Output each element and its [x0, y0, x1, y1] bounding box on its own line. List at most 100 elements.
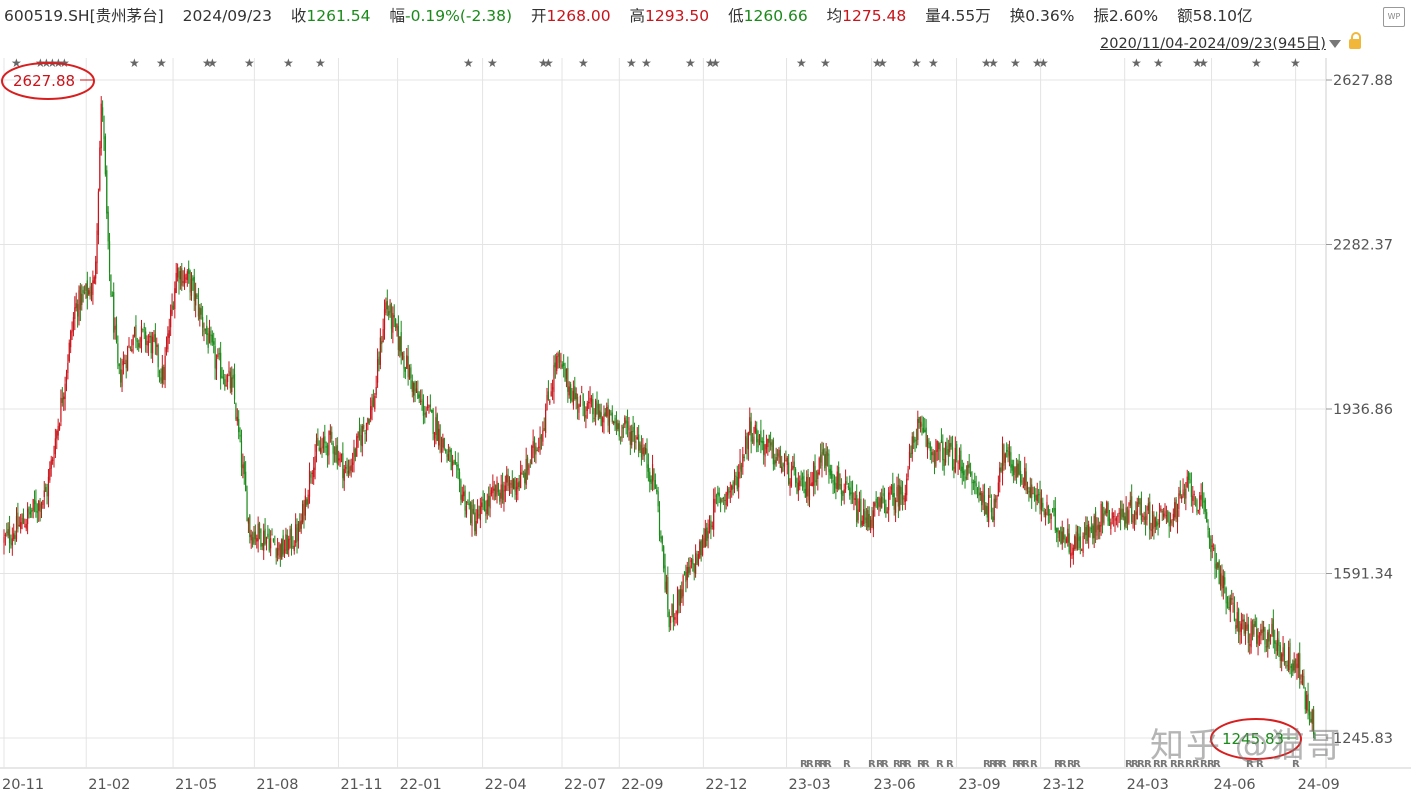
candle[interactable]	[1000, 462, 1002, 473]
candle[interactable]	[776, 449, 779, 461]
candle[interactable]	[1026, 481, 1029, 495]
candle[interactable]	[1171, 519, 1173, 527]
candle[interactable]	[29, 503, 31, 518]
candle[interactable]	[1236, 601, 1238, 632]
candle[interactable]	[549, 399, 551, 406]
candle[interactable]	[1029, 477, 1031, 499]
candle[interactable]	[297, 520, 300, 549]
candle[interactable]	[1006, 442, 1008, 458]
candle[interactable]	[975, 475, 977, 495]
candle[interactable]	[1229, 594, 1231, 623]
candle[interactable]	[267, 525, 269, 539]
star-icon[interactable]: ★	[641, 56, 652, 70]
candle[interactable]	[994, 494, 997, 509]
candle[interactable]	[3, 529, 5, 555]
candle[interactable]	[482, 490, 484, 511]
candle[interactable]	[89, 276, 91, 300]
candle[interactable]	[924, 417, 926, 433]
candle[interactable]	[1193, 490, 1195, 506]
candle[interactable]	[1176, 503, 1179, 534]
candle[interactable]	[149, 331, 151, 344]
candle[interactable]	[153, 330, 155, 343]
candle[interactable]	[1131, 484, 1133, 525]
candle[interactable]	[218, 347, 220, 361]
candle[interactable]	[614, 414, 616, 432]
candle[interactable]	[688, 557, 690, 578]
candle[interactable]	[483, 493, 486, 512]
candle[interactable]	[810, 471, 812, 486]
candle[interactable]	[833, 474, 836, 494]
candle[interactable]	[414, 380, 416, 403]
candle[interactable]	[1210, 535, 1212, 561]
candle[interactable]	[1117, 513, 1119, 528]
candle[interactable]	[235, 402, 237, 421]
candle[interactable]	[463, 484, 465, 502]
candle[interactable]	[728, 487, 730, 499]
candle[interactable]	[1279, 642, 1281, 669]
candle[interactable]	[771, 439, 773, 459]
candle[interactable]	[1217, 561, 1219, 570]
candle[interactable]	[74, 296, 76, 331]
candle[interactable]	[800, 470, 802, 487]
candle[interactable]	[88, 287, 90, 296]
candle[interactable]	[364, 429, 366, 445]
candle[interactable]	[631, 424, 633, 449]
candle[interactable]	[1213, 543, 1215, 552]
candle[interactable]	[374, 393, 376, 412]
candle[interactable]	[985, 502, 987, 515]
candle[interactable]	[150, 331, 152, 359]
candle[interactable]	[361, 423, 363, 457]
candle[interactable]	[40, 501, 43, 519]
stock-symbol[interactable]: 600519.SH[贵州茅台]	[4, 7, 164, 25]
candle[interactable]	[345, 460, 347, 474]
star-icon[interactable]: ★	[244, 56, 255, 70]
candle[interactable]	[1067, 518, 1069, 547]
candle[interactable]	[1033, 486, 1036, 502]
candle[interactable]	[193, 268, 195, 312]
candle[interactable]	[1028, 486, 1030, 502]
candle[interactable]	[576, 393, 579, 420]
candle[interactable]	[782, 462, 784, 472]
candle[interactable]	[90, 282, 93, 302]
candle[interactable]	[785, 450, 787, 462]
candle[interactable]	[735, 471, 737, 486]
wp-icon[interactable]: WP	[1383, 7, 1405, 27]
candle[interactable]	[1104, 508, 1106, 516]
candle[interactable]	[825, 442, 827, 476]
candle[interactable]	[938, 441, 940, 461]
candle[interactable]	[900, 480, 902, 505]
candle[interactable]	[115, 316, 118, 344]
candle[interactable]	[867, 506, 869, 532]
candle[interactable]	[603, 405, 605, 434]
candle[interactable]	[389, 299, 391, 318]
candle[interactable]	[1110, 518, 1112, 535]
candle[interactable]	[28, 506, 30, 519]
candle[interactable]	[221, 367, 223, 379]
candle[interactable]	[636, 427, 638, 440]
candle[interactable]	[611, 405, 613, 424]
candle[interactable]	[215, 354, 218, 380]
candle[interactable]	[883, 487, 886, 514]
candle[interactable]	[27, 502, 29, 535]
candle[interactable]	[510, 480, 512, 494]
candle[interactable]	[306, 497, 308, 507]
candle[interactable]	[1242, 613, 1244, 630]
candle[interactable]	[1061, 520, 1063, 550]
candle[interactable]	[318, 440, 320, 452]
candle[interactable]	[445, 448, 447, 454]
candle[interactable]	[838, 461, 840, 491]
candle[interactable]	[296, 518, 298, 554]
candle[interactable]	[929, 441, 931, 460]
star-icon[interactable]: ★	[578, 56, 589, 70]
candle[interactable]	[64, 376, 66, 411]
candle[interactable]	[828, 449, 830, 484]
candle[interactable]	[1118, 507, 1120, 524]
candle[interactable]	[964, 469, 966, 489]
candle[interactable]	[749, 407, 751, 436]
candle[interactable]	[214, 337, 216, 380]
candle[interactable]	[103, 115, 105, 151]
candle[interactable]	[486, 493, 488, 520]
candle[interactable]	[1039, 480, 1041, 515]
candle[interactable]	[138, 339, 140, 352]
candle[interactable]	[70, 329, 72, 354]
